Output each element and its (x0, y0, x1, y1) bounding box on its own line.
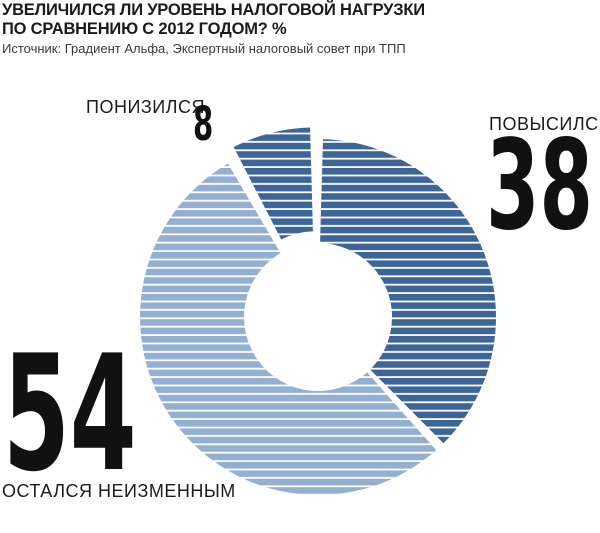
chart-title-line-2: ПО СРАВНЕНИЮ С 2012 ГОДОМ? % (2, 20, 287, 38)
chart-source: Источник: Градиент Альфа, Экспертный нал… (2, 41, 406, 56)
value-unchanged: 54 (3, 322, 137, 508)
slice-increased (320, 139, 497, 444)
slice-unchanged (139, 163, 437, 495)
value-decreased: 8 (193, 98, 213, 152)
value-increased: 38 (486, 114, 593, 258)
label-increased: ПОВЫСИЛСЯ (489, 114, 600, 134)
slice-decreased (233, 127, 313, 240)
chart-title: УВЕЛИЧИЛСЯ ЛИ УРОВЕНЬ НАЛОГОВОЙ НАГРУЗКИ… (2, 1, 598, 39)
chart-title-line-1: УВЕЛИЧИЛСЯ ЛИ УРОВЕНЬ НАЛОГОВОЙ НАГРУЗКИ (2, 1, 425, 19)
label-decreased: ПОНИЗИЛСЯ (86, 97, 205, 117)
label-unchanged: ОСТАЛСЯ НЕИЗМЕННЫМ (2, 481, 236, 501)
